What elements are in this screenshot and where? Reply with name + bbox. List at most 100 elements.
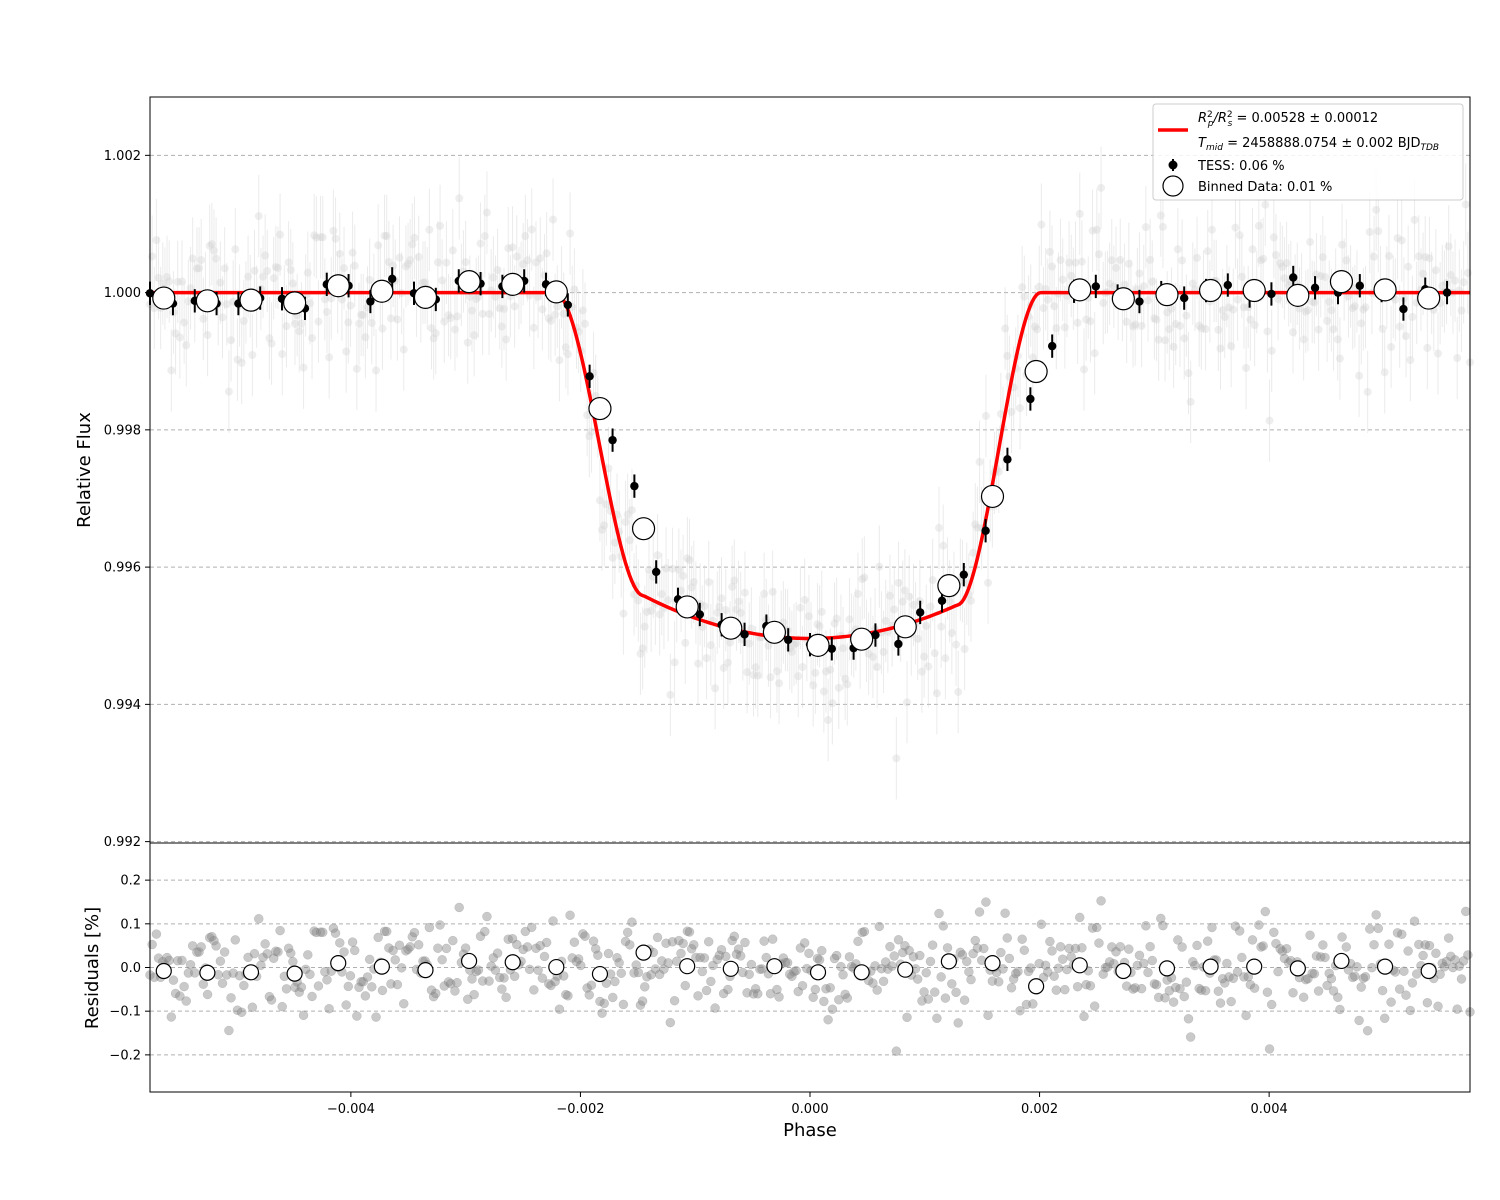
residual-point bbox=[168, 975, 179, 985]
raw-point bbox=[542, 249, 551, 258]
raw-point bbox=[772, 667, 781, 676]
residual-point bbox=[678, 938, 688, 949]
residual-point bbox=[1266, 999, 1277, 1010]
residual-point bbox=[1143, 967, 1153, 978]
residual-point bbox=[539, 951, 550, 962]
x-tick-label: 0.002 bbox=[1021, 1102, 1058, 1117]
raw-point bbox=[1410, 215, 1419, 224]
raw-point bbox=[329, 226, 338, 235]
residual-point bbox=[1258, 941, 1268, 951]
raw-point bbox=[1248, 245, 1257, 254]
residual-point bbox=[1301, 974, 1311, 985]
raw-point bbox=[975, 457, 984, 466]
residual-point bbox=[1249, 983, 1260, 993]
residual-point bbox=[558, 971, 569, 981]
residual-point bbox=[876, 963, 887, 974]
raw-point bbox=[312, 233, 321, 242]
raw-point bbox=[463, 338, 472, 347]
raw-point bbox=[1020, 292, 1029, 301]
residual-point bbox=[1384, 939, 1394, 949]
residual-point bbox=[844, 952, 855, 962]
binned-point bbox=[544, 280, 568, 304]
raw-point bbox=[796, 603, 805, 612]
raw-point bbox=[344, 318, 353, 327]
binned-data-points bbox=[152, 270, 1441, 657]
residual-point bbox=[947, 979, 957, 989]
raw-point bbox=[821, 667, 830, 676]
residual-point bbox=[413, 940, 424, 950]
residual-point bbox=[1237, 952, 1247, 963]
residual-point bbox=[399, 998, 409, 1009]
residual-point bbox=[1275, 944, 1285, 954]
legend: R2 p/R2 s = 0.00528 ± 0.00012 Tmid = 24588… bbox=[1152, 103, 1464, 201]
raw-point bbox=[346, 301, 355, 310]
raw-point bbox=[753, 671, 762, 680]
residual-point bbox=[554, 1004, 565, 1014]
raw-point bbox=[1384, 252, 1393, 261]
raw-point bbox=[941, 654, 950, 663]
residual-point bbox=[1298, 992, 1309, 1003]
residual-point bbox=[782, 957, 793, 968]
binned-point bbox=[370, 279, 394, 303]
residual-point bbox=[322, 975, 332, 985]
residual-point bbox=[373, 932, 383, 943]
raw-point bbox=[171, 329, 180, 338]
tess-point bbox=[827, 644, 837, 653]
residual-point bbox=[1213, 986, 1224, 996]
residual-point bbox=[548, 916, 558, 926]
residual-point bbox=[435, 920, 445, 930]
residual-point bbox=[812, 953, 823, 964]
raw-point bbox=[875, 562, 884, 571]
raw-point bbox=[1355, 371, 1364, 380]
binned-point bbox=[762, 620, 787, 644]
residual-point bbox=[1217, 973, 1228, 984]
raw-point bbox=[350, 261, 359, 270]
residual-point bbox=[748, 989, 759, 999]
binned-residual-points bbox=[155, 944, 1437, 995]
binned-residual-point bbox=[155, 962, 172, 980]
residual-point bbox=[1207, 922, 1217, 933]
raw-point bbox=[1335, 354, 1344, 363]
raw-point bbox=[634, 596, 643, 605]
residual-point bbox=[880, 957, 891, 967]
raw-point bbox=[1137, 321, 1146, 330]
residual-point bbox=[1226, 996, 1236, 1007]
raw-point bbox=[1016, 404, 1025, 413]
raw-point bbox=[1056, 256, 1065, 265]
raw-point bbox=[845, 615, 854, 624]
residual-point bbox=[497, 984, 507, 994]
residual-point bbox=[729, 931, 740, 942]
raw-point bbox=[1165, 325, 1174, 334]
raw-point bbox=[1267, 346, 1276, 355]
raw-point bbox=[365, 275, 374, 284]
raw-point bbox=[723, 658, 732, 667]
residual-point bbox=[663, 958, 673, 968]
residual-point bbox=[219, 947, 230, 957]
raw-point bbox=[282, 322, 291, 331]
residual-point bbox=[586, 980, 597, 990]
residual-point bbox=[1322, 980, 1332, 991]
residual-point bbox=[390, 955, 400, 965]
residual-point bbox=[718, 988, 729, 999]
raw-point bbox=[563, 350, 572, 359]
residual-point bbox=[1311, 951, 1322, 961]
raw-point bbox=[868, 652, 877, 661]
raw-point bbox=[702, 654, 711, 663]
raw-point bbox=[551, 310, 560, 319]
residual-point bbox=[1132, 960, 1143, 971]
residual-point bbox=[305, 969, 315, 980]
residual-point bbox=[1081, 979, 1091, 990]
tess-point bbox=[630, 481, 639, 491]
raw-point bbox=[1077, 257, 1086, 266]
residual-point bbox=[1315, 952, 1326, 962]
residual-point bbox=[1439, 962, 1450, 972]
binned-point bbox=[893, 615, 917, 639]
residual-point bbox=[680, 980, 691, 991]
raw-point bbox=[431, 329, 440, 338]
residual-point bbox=[834, 994, 844, 1005]
residual-point bbox=[1085, 981, 1096, 991]
residual-point bbox=[1247, 935, 1258, 945]
raw-point bbox=[227, 336, 236, 345]
tess-point bbox=[871, 630, 880, 640]
raw-point bbox=[303, 268, 312, 277]
